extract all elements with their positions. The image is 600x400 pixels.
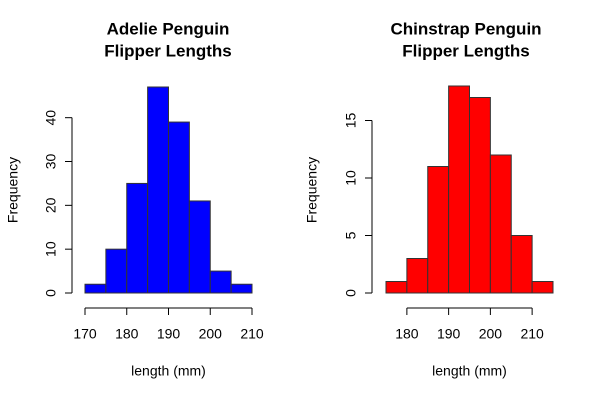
y-tick-label: 0 (43, 289, 59, 297)
chart-title: Flipper Lengths (104, 41, 232, 60)
x-tick-label: 190 (437, 326, 461, 342)
bar (448, 85, 470, 294)
bar (230, 283, 253, 294)
bar (385, 281, 408, 294)
y-tick-label: 20 (43, 197, 59, 213)
bar (126, 182, 149, 294)
chart-title: Chinstrap Penguin (390, 19, 541, 38)
y-tick-label: 10 (343, 170, 359, 186)
y-tick-label: 0 (343, 289, 359, 297)
y-axis-label: Frequency (304, 157, 320, 223)
chart-title: Flipper Lengths (402, 41, 530, 60)
bar (209, 270, 232, 294)
x-tick-label: 210 (520, 326, 544, 342)
y-tick-label: 10 (43, 241, 59, 257)
chart-title: Adelie Penguin (107, 19, 230, 38)
bar (147, 86, 169, 294)
y-tick-label: 5 (343, 231, 359, 239)
x-tick-label: 190 (157, 326, 181, 342)
bar (406, 258, 429, 294)
x-tick-label: 200 (199, 326, 223, 342)
x-tick-label: 210 (240, 326, 264, 342)
x-tick-label: 200 (479, 326, 503, 342)
x-tick-label: 180 (395, 326, 419, 342)
x-tick-label: 170 (73, 326, 97, 342)
bar (469, 97, 491, 294)
y-tick-label: 15 (343, 113, 359, 129)
bar (168, 121, 190, 294)
bar (510, 235, 533, 294)
bar (105, 248, 128, 294)
y-axis-label: Frequency (5, 157, 21, 223)
bar (531, 281, 554, 294)
bar (188, 200, 211, 294)
bar (427, 166, 450, 294)
y-tick-label: 30 (43, 154, 59, 170)
x-tick-label: 180 (115, 326, 139, 342)
x-axis-label: length (mm) (432, 363, 507, 379)
bar (84, 283, 107, 294)
bar (489, 154, 512, 294)
x-axis-label: length (mm) (131, 363, 206, 379)
y-tick-label: 40 (43, 110, 59, 126)
